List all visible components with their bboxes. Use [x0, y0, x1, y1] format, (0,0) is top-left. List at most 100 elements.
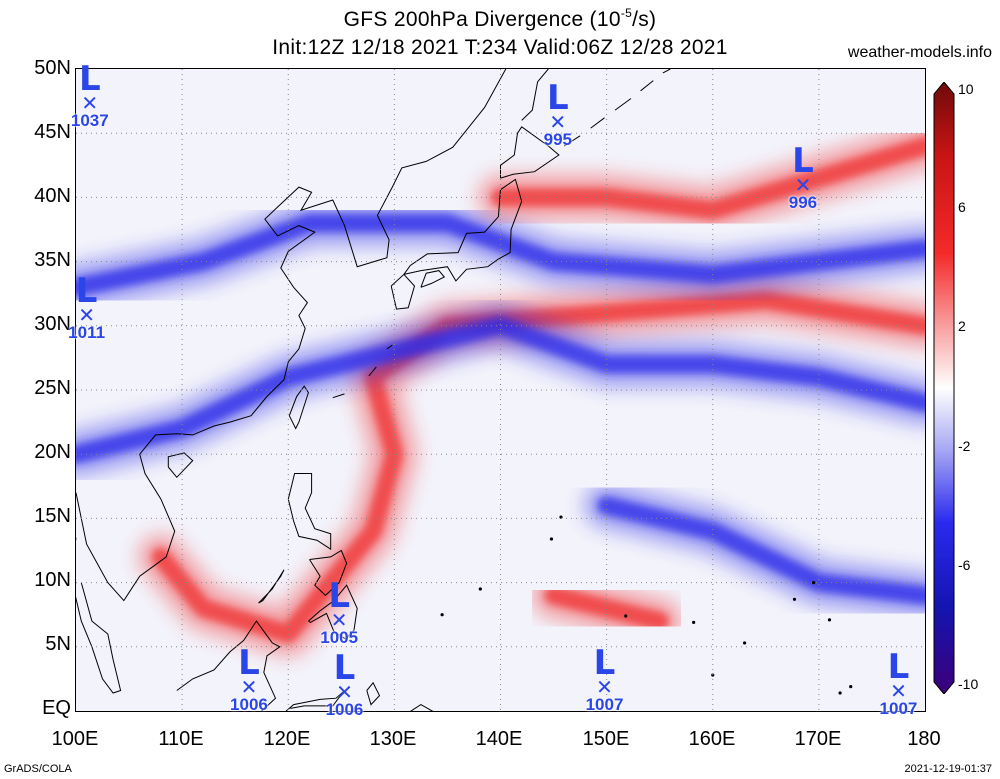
low-pressure-value: 1006: [230, 694, 268, 714]
low-letter: L: [593, 642, 616, 683]
x-tick-label: 160E: [688, 728, 736, 750]
coastline: [76, 69, 507, 602]
low-pressure-value: 996: [788, 192, 818, 212]
x-tick-label: 130E: [369, 728, 417, 750]
island: [692, 620, 696, 625]
x-tick-label: 180: [907, 728, 941, 750]
coastline: [521, 69, 549, 121]
low-center-cross-icon: ✕: [240, 674, 258, 699]
island: [624, 614, 628, 618]
low-pressure-marker: L ✕ 1006: [314, 648, 374, 720]
island: [478, 587, 482, 591]
y-tick-label: 25N: [34, 377, 71, 399]
graticule: [76, 69, 925, 711]
map-title-line1: GFS 200hPa Divergence (10-5/s): [0, 6, 1000, 32]
colorbar-label: -2: [958, 438, 971, 454]
coastline: [420, 270, 446, 288]
low-letter: L: [792, 140, 814, 181]
island: [711, 673, 715, 677]
coastline: [640, 80, 654, 92]
footer-timestamp: 2021-12-19-01:37: [904, 763, 992, 775]
x-tick-label: 140E: [475, 728, 523, 750]
x-tick-label: 120E: [263, 728, 311, 750]
coastline: [332, 393, 345, 399]
low-letter: L: [333, 648, 356, 689]
colorbar-label: -6: [958, 557, 971, 573]
low-center-cross-icon: ✕: [549, 109, 567, 134]
low-letter: L: [328, 576, 351, 617]
y-tick-label: EQ: [42, 697, 71, 719]
low-letter: L: [75, 270, 98, 311]
coastline: [410, 704, 434, 711]
island: [559, 515, 563, 519]
low-pressure-value: 1007: [879, 698, 918, 718]
low-pressure-marker: L ✕ 996: [773, 140, 833, 212]
x-tick-label: 110E: [158, 728, 204, 750]
title-exponent: -5: [620, 6, 633, 20]
coastline: [308, 584, 358, 640]
y-tick-label: 30N: [34, 313, 71, 335]
y-tick-label: 40N: [34, 185, 71, 207]
title-suffix: /s): [632, 8, 657, 31]
coastline: [500, 126, 560, 179]
island: [549, 537, 554, 541]
x-tick-label: 170E: [794, 728, 842, 750]
coastline: [287, 473, 332, 551]
low-pressure-marker: L ✕ 995: [528, 77, 588, 149]
site-credit: weather-models.info: [847, 44, 992, 61]
low-pressure-value: 1037: [70, 110, 109, 130]
low-pressure-marker: L ✕ 1005: [309, 576, 369, 648]
colorbar-bar: [933, 82, 955, 694]
coastline: [590, 117, 605, 129]
low-center-cross-icon: ✕: [330, 608, 348, 633]
coastline: [366, 681, 381, 706]
low-pressure-marker: L ✕ 1037: [60, 62, 120, 130]
low-pressure-marker: L ✕ 1007: [868, 650, 928, 718]
colorbar-label: 2: [958, 318, 966, 334]
coastline: [614, 98, 632, 111]
low-pressure-marker: L ✕ 1011: [57, 270, 117, 342]
island: [838, 691, 842, 695]
coastline: [76, 537, 122, 694]
low-pressure-value: 1011: [68, 322, 106, 342]
island: [792, 597, 797, 601]
colorbar-label: -10: [958, 676, 979, 692]
y-tick-label: 50N: [34, 57, 71, 79]
low-pressure-value: 995: [543, 129, 572, 149]
coastline: [390, 273, 416, 310]
low-pressure-value: 1005: [320, 628, 359, 648]
coastline: [662, 69, 671, 74]
coastline: [288, 385, 309, 430]
low-pressure-marker: L ✕ 1006: [219, 642, 279, 714]
footer-software: GrADS/COLA: [4, 763, 72, 775]
low-center-cross-icon: ✕: [596, 674, 613, 699]
map-plot-area: [75, 68, 926, 712]
colorbar-label: 10: [958, 81, 974, 97]
y-tick-label: 35N: [34, 249, 71, 271]
coastline: [386, 344, 393, 350]
low-pressure-value: 1007: [585, 694, 624, 714]
coastline: [167, 452, 194, 479]
y-tick-label: 15N: [34, 505, 71, 527]
positive-divergence-core: [544, 586, 669, 631]
island: [742, 641, 747, 645]
coastlines: [76, 69, 853, 711]
low-center-cross-icon: ✕: [81, 90, 99, 115]
low-letter: L: [238, 642, 260, 683]
title-prefix: GFS 200hPa Divergence (10: [343, 8, 621, 31]
negative-divergence-core: [76, 316, 925, 464]
positive-divergence-core: [151, 291, 925, 643]
coastline: [176, 620, 281, 711]
coastline: [258, 569, 285, 604]
coastline: [563, 135, 581, 147]
low-pressure-value: 1006: [325, 700, 364, 720]
low-center-cross-icon: ✕: [794, 172, 812, 197]
y-tick-label: 45N: [34, 121, 71, 143]
low-pressure-marker: L ✕ 1007: [575, 642, 635, 714]
low-letter: L: [546, 77, 569, 118]
coastline: [403, 178, 523, 282]
x-tick-label: 100E: [51, 728, 99, 750]
island: [440, 613, 444, 617]
colorbar-label: 6: [958, 199, 966, 215]
colorbar: [933, 82, 955, 694]
